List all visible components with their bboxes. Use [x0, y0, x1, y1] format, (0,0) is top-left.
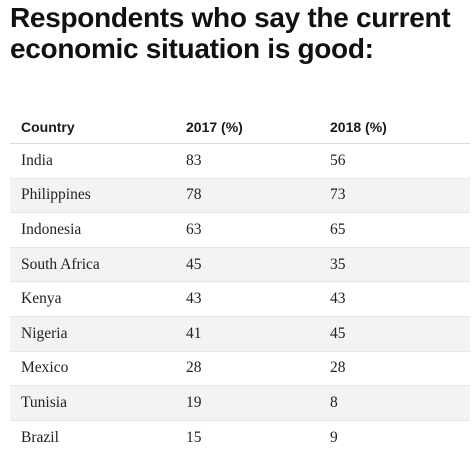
table-row: Kenya 43 43	[10, 282, 470, 317]
table-row: Indonesia 63 65	[10, 213, 470, 248]
value-2018-cell: 35	[330, 255, 346, 273]
country-cell: Nigeria	[21, 324, 68, 342]
value-2018-cell: 56	[330, 151, 346, 169]
table-header-row: Country 2017 (%) 2018 (%)	[10, 110, 470, 144]
table-row: Tunisia 19 8	[10, 386, 470, 421]
country-cell: Brazil	[21, 429, 59, 447]
column-header-2018: 2018 (%)	[330, 118, 387, 135]
value-2017-cell: 28	[186, 359, 202, 377]
value-2018-cell: 28	[330, 359, 346, 377]
country-cell: Philippines	[21, 186, 91, 204]
country-cell: India	[21, 151, 53, 169]
table-row: Mexico 28 28	[10, 352, 470, 387]
value-2017-cell: 78	[186, 186, 202, 204]
table-row: Brazil 15 9	[10, 421, 470, 456]
value-2017-cell: 41	[186, 324, 202, 342]
value-2018-cell: 45	[330, 324, 346, 342]
data-table: Country 2017 (%) 2018 (%) India 83 56 Ph…	[10, 110, 470, 455]
value-2017-cell: 63	[186, 220, 202, 238]
country-cell: Kenya	[21, 290, 62, 308]
value-2017-cell: 83	[186, 151, 202, 169]
country-cell: South Africa	[21, 255, 100, 273]
value-2017-cell: 19	[186, 393, 202, 411]
country-cell: Tunisia	[21, 393, 67, 411]
value-2018-cell: 9	[330, 429, 338, 447]
country-cell: Indonesia	[21, 220, 82, 238]
column-header-country: Country	[21, 118, 75, 135]
table-row: Nigeria 41 45	[10, 316, 470, 352]
value-2018-cell: 8	[330, 393, 338, 411]
table-row: South Africa 45 35	[10, 247, 470, 283]
value-2017-cell: 43	[186, 290, 202, 308]
table-row: Philippines 78 73	[10, 178, 470, 214]
value-2018-cell: 43	[330, 290, 346, 308]
table-row: India 83 56	[10, 144, 470, 179]
value-2017-cell: 45	[186, 255, 202, 273]
column-header-2017: 2017 (%)	[186, 118, 243, 135]
value-2018-cell: 73	[330, 186, 346, 204]
value-2017-cell: 15	[186, 429, 202, 447]
chart-title: Respondents who say the current economic…	[10, 2, 451, 64]
country-cell: Mexico	[21, 359, 69, 377]
value-2018-cell: 65	[330, 220, 346, 238]
